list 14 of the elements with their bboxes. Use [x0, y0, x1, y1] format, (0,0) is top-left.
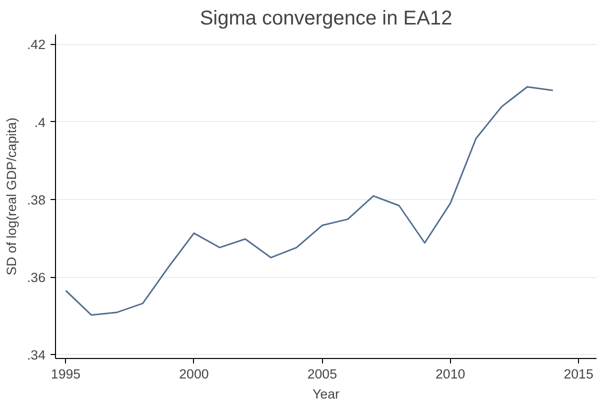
- y-axis-title: SD of log(real GDP/capita): [4, 118, 19, 276]
- y-tick-label: .42: [26, 37, 46, 52]
- y-tick-label: .34: [26, 348, 46, 363]
- x-tick-label: 2005: [307, 366, 337, 382]
- chart-title: Sigma convergence in EA12: [200, 8, 452, 30]
- y-tick-label: .4: [34, 114, 46, 130]
- x-tick-label: 2015: [564, 366, 594, 382]
- x-tick-label: 1995: [50, 366, 81, 382]
- line-series: [65, 86, 554, 316]
- y-tick-label: .38: [26, 192, 46, 208]
- x-axis-title: Year: [312, 386, 340, 402]
- x-tick-label: 2000: [179, 366, 209, 382]
- y-tick-label: .36: [26, 270, 46, 286]
- x-tick-label: 2010: [436, 366, 466, 382]
